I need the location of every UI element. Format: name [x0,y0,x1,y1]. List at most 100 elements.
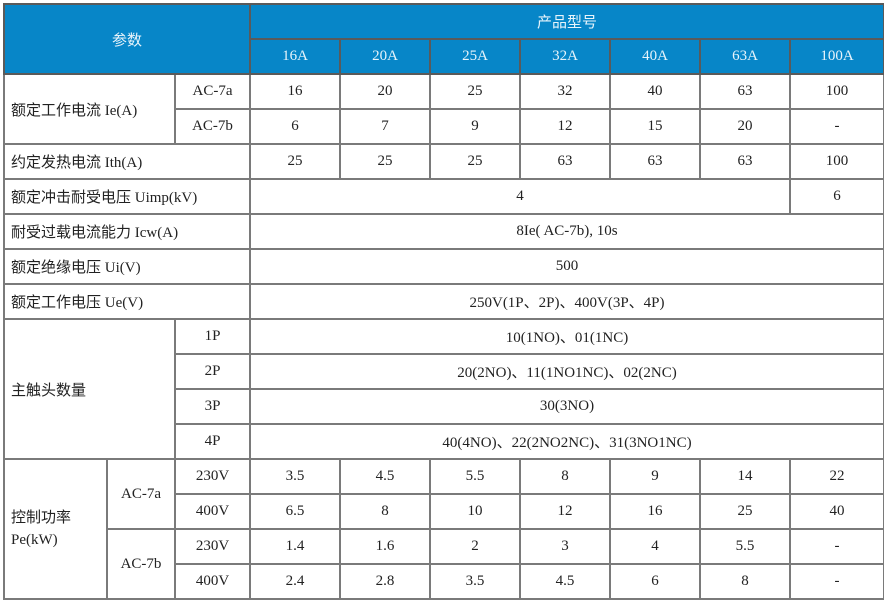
value-cell: 63 [519,143,611,180]
value-cell: 9 [429,108,521,145]
ie-ac7a-label: AC-7a [174,73,251,110]
value-cell: 3.5 [249,458,341,495]
value-cell: 32 [519,73,611,110]
uimp-label: 额定冲击耐受电压 Uimp(kV) [3,178,251,215]
model-header-cell: 63A [699,38,791,75]
ie-ac7b-label: AC-7b [174,108,251,145]
value-cell: - [789,528,884,565]
ie-label: 额定工作电流 Ie(A) [3,73,176,145]
value-cell: 25 [249,143,341,180]
value-cell: - [789,563,884,600]
model-header-row: 16A 20A 25A 32A 40A 63A 100A [4,38,884,75]
value-cell: 1.4 [249,528,341,565]
contacts-value: 20(2NO)、11(1NO1NC)、02(2NC) [249,353,884,390]
value-cell: 4 [609,528,701,565]
value-cell: 3.5 [429,563,521,600]
contacts-row: 4P 40(4NO)、22(2NO2NC)、31(3NO1NC) [4,423,884,460]
model-header-cell: 25A [429,38,521,75]
icw-row: 耐受过载电流能力 Icw(A) 8Ie( AC-7b), 10s [3,213,884,250]
value-cell: 4.5 [519,563,611,600]
value-cell: 2.4 [249,563,341,600]
contacts-row: 3P 30(3NO) [4,388,884,425]
value-cell: 2 [429,528,521,565]
pe-ac7b-400-row: 400V 2.4 2.8 3.5 4.5 6 8- [4,563,884,600]
value-cell: 63 [699,143,791,180]
value-cell: 9 [609,458,701,495]
value-cell: 16 [249,73,341,110]
value-cell: 100 [789,73,884,110]
value-cell: 12 [519,108,611,145]
pe-label-line1: 控制功率 [11,510,72,526]
param-header: 参数 [3,3,251,75]
pole-label: 1P [174,318,251,355]
icw-value: 8Ie( AC-7b), 10s [249,213,884,250]
voltage-label: 400V [174,493,251,530]
pe-ac7a-400-row: 400V 6.5 8 10 12 16 25 40 [4,493,884,530]
ue-row: 额定工作电压 Ue(V) 250V(1P、2P)、400V(3P、4P) [3,283,884,320]
value-cell: 16 [609,493,701,530]
pole-label: 4P [174,423,251,460]
pe-ac7b-230-row: AC-7b 230V 1.4 1.6 2 3 4 5.5- [4,528,884,600]
value-cell: 10 [429,493,521,530]
contacts-value: 40(4NO)、22(2NO2NC)、31(3NO1NC) [249,423,884,460]
uimp-row: 额定冲击耐受电压 Uimp(kV) 4 6 [3,178,884,215]
contacts-value: 30(3NO) [249,388,884,425]
pe-label: 控制功率 Pe(kW) [3,458,108,600]
value-cell: 2.8 [339,563,431,600]
icw-label: 耐受过载电流能力 Icw(A) [3,213,251,250]
value-cell: 5.5 [699,528,791,565]
value-cell: 20 [699,108,791,145]
value-cell: 4.5 [339,458,431,495]
value-cell: 14 [699,458,791,495]
ith-row: 约定发热电流 Ith(A) 25 25 25 63 63 63 100 [3,143,884,180]
product-model-header: 产品型号 [249,3,884,40]
contacts-row: 主触头数量 1P 10(1NO)、01(1NC) [3,318,884,460]
ue-value: 250V(1P、2P)、400V(3P、4P) [249,283,884,320]
value-cell: 25 [699,493,791,530]
contacts-value: 10(1NO)、01(1NC) [249,318,884,355]
pole-label: 3P [174,388,251,425]
ith-label: 约定发热电流 Ith(A) [3,143,251,180]
value-cell: 1.6 [339,528,431,565]
value-cell: - [789,108,884,145]
ue-label: 额定工作电压 Ue(V) [3,283,251,320]
uimp-value-100a: 6 [789,178,884,215]
value-cell: 100 [789,143,884,180]
value-cell: 7 [339,108,431,145]
ui-label: 额定绝缘电压 Ui(V) [3,248,251,285]
voltage-label: 230V [174,528,251,565]
pole-label: 2P [174,353,251,390]
value-cell: 6 [609,563,701,600]
pe-label-line2: Pe(kW) [11,532,58,548]
uimp-value: 4 [249,178,791,215]
pe-ac7a-230-row: 控制功率 Pe(kW) AC-7a 230V 3.5 4.5 5.5 8 9 14 22 [3,458,884,600]
contacts-label: 主触头数量 [3,318,176,460]
value-cell: 20 [339,73,431,110]
value-cell: 25 [429,143,521,180]
ui-row: 额定绝缘电压 Ui(V) 500 [3,248,884,285]
value-cell: 12 [519,493,611,530]
value-cell: 3 [519,528,611,565]
pe-ac7b-label: AC-7b [106,528,176,600]
value-cell: 25 [429,73,521,110]
model-header-cell: 100A [789,38,884,75]
pe-ac7a-label: AC-7a [106,458,176,530]
voltage-label: 230V [174,458,251,495]
value-cell: 5.5 [429,458,521,495]
model-header-cell: 40A [609,38,701,75]
ie-ac7a-row: 额定工作电流 Ie(A) AC-7a 16 20 25 32 40 63 100 [3,73,884,145]
value-cell: 8 [339,493,431,530]
value-cell: 63 [609,143,701,180]
value-cell: 6.5 [249,493,341,530]
model-header-cell: 20A [339,38,431,75]
spec-table: 参数 产品型号 16A 20A 25A 32A 40A 63A 100A 额定工作电流 Ie… [3,3,884,600]
value-cell: 6 [249,108,341,145]
ui-value: 500 [249,248,884,285]
value-cell: 25 [339,143,431,180]
value-cell: 63 [699,73,791,110]
model-header-cell: 16A [249,38,341,75]
value-cell: 15 [609,108,701,145]
model-header-cell: 32A [519,38,611,75]
contacts-row: 2P 20(2NO)、11(1NO1NC)、02(2NC) [4,353,884,390]
value-cell: 22 [789,458,884,495]
